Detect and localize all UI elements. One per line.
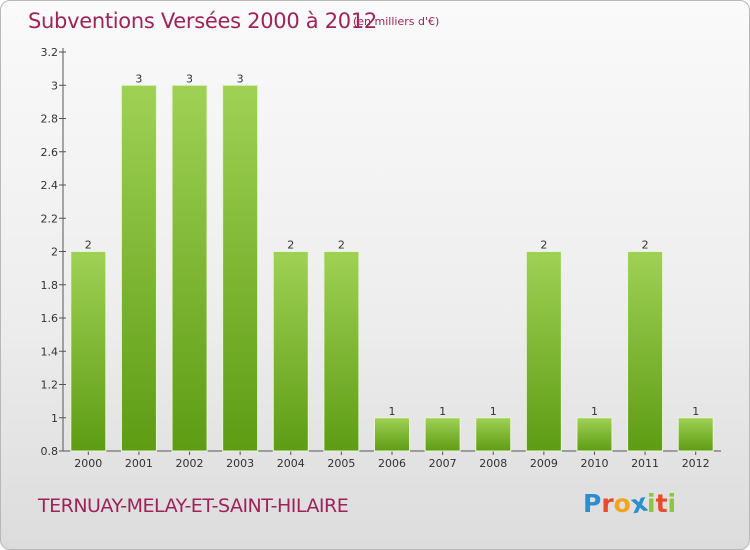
data-label: 3	[186, 72, 193, 85]
logo-letter: r	[601, 489, 614, 518]
y-tick-label: 3.2	[41, 46, 59, 59]
x-tick-label: 2008	[479, 457, 507, 470]
y-tick-label: 2.6	[41, 146, 59, 159]
x-tick-label: 2010	[580, 457, 608, 470]
bar-2011	[627, 251, 664, 452]
y-tick-label: 2.2	[41, 212, 59, 225]
bar-2008	[475, 417, 512, 452]
chart-subtitle: (en milliers d'€)	[353, 15, 440, 28]
bar-2009	[525, 251, 562, 452]
bar-2002	[171, 84, 208, 452]
data-label: 2	[540, 239, 547, 252]
data-label: 1	[439, 405, 446, 418]
y-tick-label: 2	[51, 246, 58, 259]
bar-2012	[677, 417, 714, 452]
y-tick-label: 0.8	[41, 445, 59, 458]
data-label: 1	[591, 405, 598, 418]
data-label: 2	[85, 239, 92, 252]
chart-labels: 2000 2 2001 3 2002 3 2003 3 2004 2 2005 2 2006 1 2007 1…	[74, 72, 709, 470]
bar-2007	[424, 417, 461, 452]
logo-letter: i	[647, 489, 656, 518]
data-label: 1	[389, 405, 396, 418]
chart-bars	[70, 84, 714, 452]
commune-name: TERNUAY-MELAY-ET-SAINT-HILAIRE	[38, 495, 349, 517]
bar-2010	[576, 417, 613, 452]
x-tick-label: 2009	[530, 457, 558, 470]
data-label: 1	[692, 405, 699, 418]
x-tick-label: 2012	[682, 457, 710, 470]
y-tick-label: 1.2	[41, 379, 59, 392]
x-tick-label: 2007	[429, 457, 457, 470]
x-tick-label: 2011	[631, 457, 659, 470]
bar-2001	[120, 84, 157, 452]
bar-2006	[374, 417, 410, 452]
data-label: 2	[287, 239, 294, 252]
chart-title: Subventions Versées 2000 à 2012	[28, 9, 377, 33]
y-tick-label: 2.4	[41, 179, 59, 192]
bar-2005	[323, 251, 360, 452]
data-label: 1	[490, 405, 497, 418]
data-label: 2	[642, 239, 649, 252]
y-tick-label: 3	[51, 79, 58, 92]
logo-letter: t	[655, 489, 668, 518]
proxiti-logo: Proxiti	[583, 488, 677, 520]
x-tick-label: 2005	[327, 457, 355, 470]
bar-2004	[272, 251, 309, 452]
x-tick-label: 2006	[378, 457, 406, 470]
data-label: 3	[135, 72, 142, 85]
logo-letter: P	[583, 489, 602, 518]
x-tick-label: 2001	[125, 457, 153, 470]
y-tick-label: 1.6	[41, 312, 59, 325]
data-label: 2	[338, 239, 345, 252]
data-label: 3	[237, 72, 244, 85]
y-tick-label: 1.4	[41, 345, 59, 358]
logo-letter: o	[613, 489, 631, 518]
x-tick-label: 2002	[176, 457, 204, 470]
x-tick-label: 2004	[277, 457, 305, 470]
logo-letter: i	[667, 489, 677, 518]
y-tick-label: 2.8	[41, 113, 59, 126]
x-tick-label: 2003	[226, 457, 254, 470]
bar-2003	[222, 84, 259, 452]
y-tick-label: 1	[51, 412, 58, 425]
y-tick-label: 1.8	[41, 279, 59, 292]
bar-2000	[70, 251, 107, 452]
x-tick-label: 2000	[74, 457, 102, 470]
